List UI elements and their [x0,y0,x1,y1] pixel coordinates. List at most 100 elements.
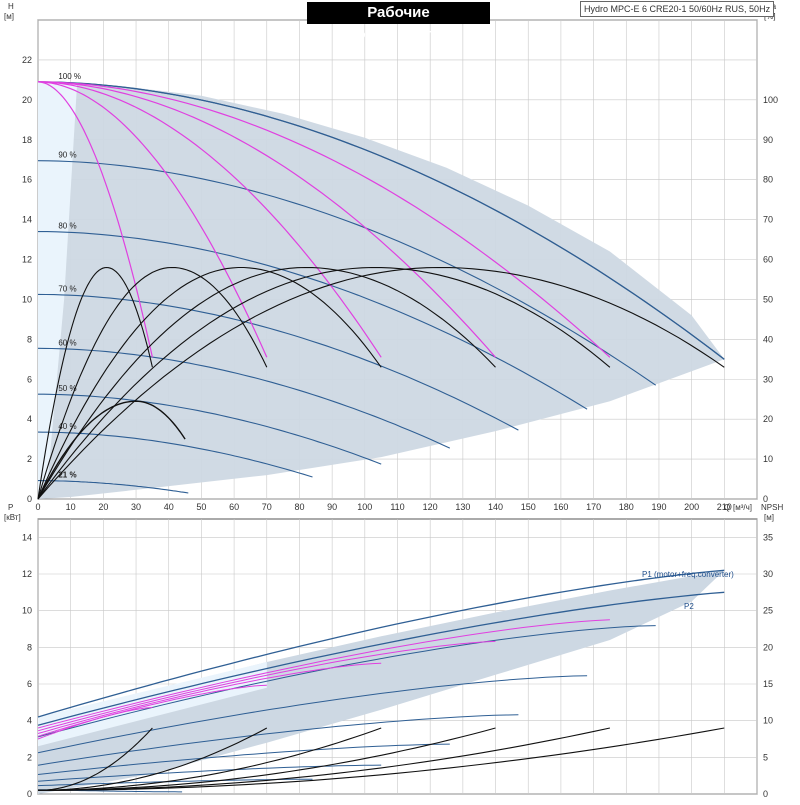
x-tick-label: 60 [229,502,239,512]
speed-curve-label: 40 % [58,422,76,431]
power-envelope [38,570,725,794]
y2-tick-label: 90 [763,135,773,145]
npsh-curve [38,727,268,791]
speed-curve [37,293,519,431]
speed-curve-label: 90 % [58,151,76,160]
y-tick-label: 6 [27,374,32,384]
y2-axis-unit: [м] [764,513,774,522]
power-speed-curve [37,675,588,754]
speed-curve-label: 70 % [58,284,76,293]
x-tick-label: 210 [717,502,732,512]
x-tick-label: 40 [164,502,174,512]
speed-curve [38,393,382,465]
y-tick-label: 2 [27,752,32,762]
y-tick-label: 2 [27,454,32,464]
p2-series-label: P2 [684,602,694,611]
y-tick-label: 14 [22,215,32,225]
x-tick-label: 110 [390,502,404,512]
y2-tick-label: 20 [763,414,773,424]
power-duty-curve [37,619,610,729]
power-series [37,569,725,718]
power-plot: P1 (motor+freq.converter)P20246810121405… [4,503,783,799]
chart-subtitle: Hydro MPC-E 6 CRE20-1 50/60Hz RUS, 50Hz [580,1,775,17]
duty-curve [37,81,496,358]
efficiency-curve [37,266,611,500]
y-tick-label: 4 [27,716,32,726]
duty-curve [37,81,153,358]
x-tick-label: 50 [196,502,206,512]
speed-curve-label: 100 % [58,72,81,81]
x-tick-label: 130 [455,502,470,512]
speed-curve-label: 80 % [58,222,76,231]
power-speed-curve [37,714,519,766]
y2-tick-label: 10 [763,454,773,464]
x-tick-label: 80 [294,502,304,512]
power-series [37,591,725,726]
y-tick-label: 8 [27,334,32,344]
x-tick-label: 140 [488,502,503,512]
x-tick-label: 100 [357,502,372,512]
y2-tick-label: 25 [763,606,773,616]
y2-tick-label: 5 [763,752,768,762]
y2-tick-label: 20 [763,642,773,652]
npsh-curve [38,727,382,791]
y2-tick-label: 100 [763,95,778,105]
x-tick-label: 20 [98,502,108,512]
y2-tick-label: 50 [763,294,773,304]
x-tick-label: 180 [619,502,634,512]
y-tick-label: 4 [27,414,32,424]
efficiency-curve [37,400,186,500]
y-axis-unit: [кВт] [4,513,21,522]
y-tick-label: 10 [22,294,32,304]
y-tick-label: 12 [22,255,32,265]
y-tick-label: 12 [22,569,32,579]
duty-curve [37,81,382,358]
p1-series-label: P1 (motor+freq.converter) [642,570,734,579]
power-duty-curve [37,684,267,737]
y2-tick-label: 30 [763,569,773,579]
efficiency-curve [37,266,153,500]
power-speed-curve [37,625,656,738]
efficiency-curve [37,266,496,500]
y-tick-label: 6 [27,679,32,689]
npsh-curve [38,727,725,791]
x-tick-label: 30 [131,502,141,512]
y2-axis-label: NPSH [761,503,783,512]
y-tick-label: 22 [22,55,32,65]
y-axis-unit: [м] [4,12,14,21]
x-tick-label: 150 [521,502,536,512]
npsh-curve [38,727,153,791]
y-tick-label: 20 [22,95,32,105]
y-tick-label: 14 [22,532,32,542]
chart-title: Рабочие характеристики [307,2,490,43]
efficiency-curve [37,266,382,500]
speed-curve [37,160,657,386]
x-tick-label: 160 [553,502,568,512]
y-axis-label: P [8,503,13,512]
x-tick-label: 90 [327,502,337,512]
y2-tick-label: 40 [763,334,773,344]
y-tick-label: 0 [27,494,32,504]
x-tick-label: 0 [35,502,40,512]
operating-envelope [38,81,725,500]
y2-tick-label: 60 [763,255,773,265]
y-tick-label: 10 [22,606,32,616]
y-axis-label: H [8,2,14,11]
speed-curve-label: 21 % [58,471,76,480]
power-duty-curve [37,662,382,734]
duty-curve [37,81,268,358]
power-speed-curve [37,778,313,787]
x-axis-label: Q [724,503,730,512]
speed-curve [37,431,313,478]
y-tick-label: 0 [27,789,32,799]
y2-tick-label: 35 [763,532,773,542]
x-tick-label: 170 [586,502,601,512]
power-duty-curve [37,640,496,732]
speed-curve [37,347,451,449]
efficiency-curve [37,266,725,500]
efficiency-curve [37,266,268,500]
y2-tick-label: 15 [763,679,773,689]
x-tick-label: 200 [684,502,699,512]
head-plot: 100 %90 %80 %70 %60 %50 %40 %21 %0 10 20 30… [4,2,778,512]
